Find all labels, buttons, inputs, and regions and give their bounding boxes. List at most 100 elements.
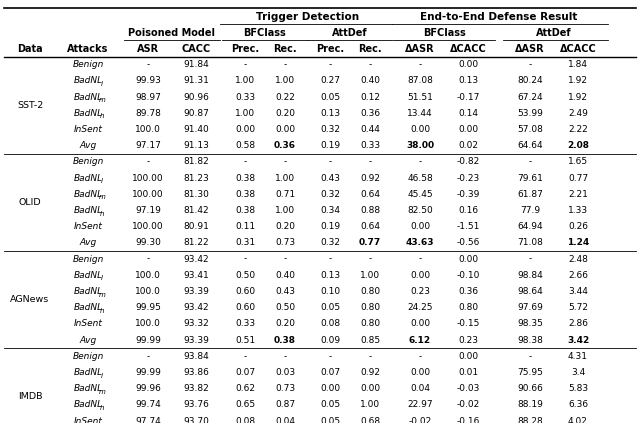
Text: 64.64: 64.64 — [517, 141, 543, 150]
Text: -: - — [243, 255, 246, 264]
Text: 1.24: 1.24 — [567, 239, 589, 247]
Text: -0.39: -0.39 — [456, 190, 480, 199]
Text: 0.40: 0.40 — [275, 271, 295, 280]
Text: 3.44: 3.44 — [568, 287, 588, 296]
Text: Rec.: Rec. — [273, 44, 297, 54]
Text: 0.23: 0.23 — [410, 287, 430, 296]
Text: -: - — [369, 255, 372, 264]
Text: 0.08: 0.08 — [235, 417, 255, 423]
Text: BadNL: BadNL — [74, 77, 102, 85]
Text: AttDef: AttDef — [332, 28, 368, 38]
Text: BFClass: BFClass — [422, 28, 465, 38]
Text: h: h — [100, 405, 104, 411]
Text: Data: Data — [17, 44, 43, 54]
Text: 81.22: 81.22 — [183, 239, 209, 247]
Text: -: - — [328, 352, 332, 361]
Text: 3.42: 3.42 — [567, 335, 589, 345]
Text: 0.19: 0.19 — [320, 141, 340, 150]
Text: Benign: Benign — [72, 255, 104, 264]
Text: 2.22: 2.22 — [568, 125, 588, 134]
Text: 51.51: 51.51 — [407, 93, 433, 102]
Text: 0.20: 0.20 — [275, 222, 295, 231]
Text: 0.36: 0.36 — [458, 287, 478, 296]
Text: BadNL: BadNL — [74, 287, 102, 296]
Text: 77.9: 77.9 — [520, 206, 540, 215]
Text: 80.24: 80.24 — [517, 77, 543, 85]
Text: BadNL: BadNL — [74, 303, 102, 312]
Text: -: - — [328, 157, 332, 166]
Text: 1.65: 1.65 — [568, 157, 588, 166]
Text: l: l — [101, 373, 103, 379]
Text: Trigger Detection: Trigger Detection — [256, 12, 359, 22]
Text: 0.20: 0.20 — [275, 109, 295, 118]
Text: BadNL: BadNL — [74, 384, 102, 393]
Text: 0.00: 0.00 — [320, 384, 340, 393]
Text: BadNL: BadNL — [74, 368, 102, 377]
Text: Avg: Avg — [79, 239, 97, 247]
Text: 0.32: 0.32 — [320, 125, 340, 134]
Text: End-to-End Defense Result: End-to-End Defense Result — [420, 12, 578, 22]
Text: 82.50: 82.50 — [407, 206, 433, 215]
Text: 1.00: 1.00 — [360, 401, 380, 409]
Text: Avg: Avg — [79, 141, 97, 150]
Text: 0.33: 0.33 — [235, 93, 255, 102]
Text: 0.14: 0.14 — [458, 109, 478, 118]
Text: 71.08: 71.08 — [517, 239, 543, 247]
Text: 97.69: 97.69 — [517, 303, 543, 312]
Text: 1.00: 1.00 — [360, 271, 380, 280]
Text: -: - — [529, 255, 532, 264]
Text: 0.88: 0.88 — [360, 206, 380, 215]
Text: 0.43: 0.43 — [320, 173, 340, 183]
Text: l: l — [101, 81, 103, 87]
Text: 2.21: 2.21 — [568, 190, 588, 199]
Text: 22.97: 22.97 — [407, 401, 433, 409]
Text: 100.00: 100.00 — [132, 190, 164, 199]
Text: 93.42: 93.42 — [183, 255, 209, 264]
Text: 0.60: 0.60 — [235, 303, 255, 312]
Text: 0.00: 0.00 — [458, 255, 478, 264]
Text: 90.66: 90.66 — [517, 384, 543, 393]
Text: -: - — [284, 255, 287, 264]
Text: 1.92: 1.92 — [568, 93, 588, 102]
Text: BFClass: BFClass — [244, 28, 286, 38]
Text: -0.02: -0.02 — [408, 417, 431, 423]
Text: h: h — [100, 308, 104, 314]
Text: -0.02: -0.02 — [456, 401, 479, 409]
Text: 0.73: 0.73 — [275, 384, 295, 393]
Text: 93.84: 93.84 — [183, 352, 209, 361]
Text: 4.31: 4.31 — [568, 352, 588, 361]
Text: 0.64: 0.64 — [360, 190, 380, 199]
Text: 0.80: 0.80 — [360, 319, 380, 328]
Text: -: - — [284, 157, 287, 166]
Text: 0.13: 0.13 — [458, 77, 478, 85]
Text: 0.33: 0.33 — [360, 141, 380, 150]
Text: BadNL: BadNL — [74, 401, 102, 409]
Text: InSent: InSent — [74, 319, 102, 328]
Text: -: - — [369, 352, 372, 361]
Text: Benign: Benign — [72, 352, 104, 361]
Text: 0.23: 0.23 — [458, 335, 478, 345]
Text: 100.00: 100.00 — [132, 173, 164, 183]
Text: 0.77: 0.77 — [359, 239, 381, 247]
Text: 1.00: 1.00 — [275, 173, 295, 183]
Text: 67.24: 67.24 — [517, 93, 543, 102]
Text: 0.03: 0.03 — [275, 368, 295, 377]
Text: 0.38: 0.38 — [274, 335, 296, 345]
Text: 0.38: 0.38 — [235, 190, 255, 199]
Text: -0.23: -0.23 — [456, 173, 479, 183]
Text: Prec.: Prec. — [231, 44, 259, 54]
Text: 0.00: 0.00 — [410, 319, 430, 328]
Text: 0.05: 0.05 — [320, 401, 340, 409]
Text: 98.97: 98.97 — [135, 93, 161, 102]
Text: 5.72: 5.72 — [568, 303, 588, 312]
Text: 0.00: 0.00 — [410, 271, 430, 280]
Text: -: - — [147, 157, 150, 166]
Text: ΔASR: ΔASR — [405, 44, 435, 54]
Text: 100.0: 100.0 — [135, 125, 161, 134]
Text: 0.13: 0.13 — [320, 271, 340, 280]
Text: BadNL: BadNL — [74, 190, 102, 199]
Text: -: - — [147, 60, 150, 69]
Text: m: m — [99, 389, 106, 395]
Text: m: m — [99, 97, 106, 103]
Text: -: - — [529, 60, 532, 69]
